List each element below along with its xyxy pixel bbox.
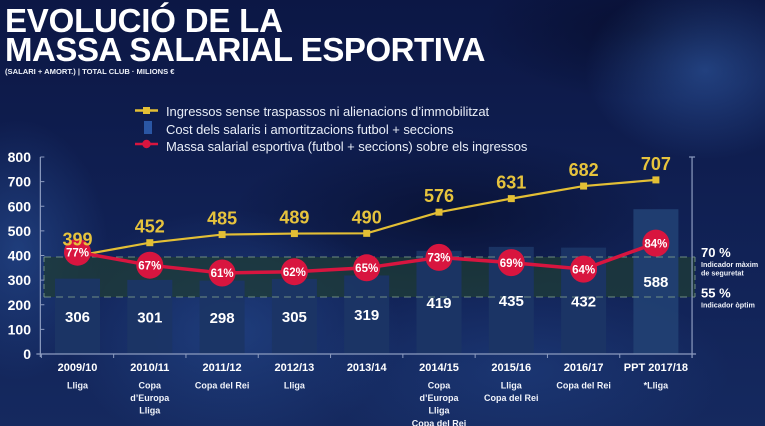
salary-ratio-label: 73% [427,253,450,265]
x-category-label: 2010/11 [130,362,169,374]
legend-item-income: Ingressos sense traspassos ni alienacion… [135,103,489,120]
salary-ratio-label: 62% [283,267,306,279]
gold-line-square-marker-icon [135,107,158,114]
salary-ratio-label: 61% [211,268,234,280]
x-category-note: Lliga [284,381,306,391]
income-marker [580,182,588,190]
x-category-label: 2013/14 [347,362,388,374]
salary-ratio-label: 77% [66,247,89,259]
x-category-label: 2011/12 [203,362,242,374]
salary-ratio-marker [497,249,525,277]
bar-value-label: 588 [643,274,668,291]
bar-1 [127,279,173,354]
income-value-label: 631 [496,173,526,193]
bar-value-label: 305 [282,309,307,326]
legend-label: Cost dels salaris i amortitzacions futbo… [166,121,454,137]
income-value-label: 399 [62,230,92,250]
y-tick-label: 600 [8,198,32,214]
salary-ratio-marker [425,243,453,271]
bar-value-label: 306 [65,309,90,326]
legend-label: Massa salarial esportiva (futbol + secci… [166,139,528,154]
salary-ratio-marker [136,251,164,279]
salary-ratio-marker [570,255,598,283]
y-tick-label: 800 [8,149,32,165]
income-value-label: 576 [424,186,454,206]
x-category-note: Copa del Rei [556,381,611,391]
x-category-label: 2014/15 [419,362,459,374]
income-marker [363,229,371,237]
income-value-label: 452 [135,217,165,237]
x-category-note: d’Europa [130,393,170,403]
y-tick-label: 0 [23,346,31,362]
band-lower-description: Indicador òptim [701,301,755,310]
legend-label: Ingressos sense traspassos ni alienacion… [166,104,490,119]
y-tick-label: 200 [8,297,32,313]
x-category-note: Lliga [428,406,450,416]
blue-bar-swatch-icon [144,120,152,134]
y-tick-label: 700 [8,174,32,190]
salary-ratio-label: 65% [355,263,378,275]
band-lower-value: 55 % [701,286,731,301]
chart-title-line-2: MASSA SALARIAL ESPORTIVA [5,31,485,68]
bar-value-label: 435 [499,293,524,310]
bar-2 [199,280,245,354]
x-category-label: 2016/17 [564,362,604,374]
salary-ratio-label: 67% [138,260,161,272]
bar-value-label: 319 [354,307,379,324]
x-category-note: Copa del Rei [484,393,539,403]
x-category-label: PPT 2017/18 [624,362,688,374]
x-category-label: 2009/10 [58,362,98,374]
income-value-label: 490 [352,207,382,227]
y-tick-label: 300 [8,272,32,288]
income-marker [146,239,154,247]
bar-value-label: 301 [137,309,162,326]
income-marker [290,230,298,238]
income-value-label: 682 [569,160,599,180]
x-category-note: Copa [428,381,451,391]
band-upper-description: de seguretat [701,269,744,278]
bar-value-label: 432 [571,293,596,310]
chart-title-line-1: EVOLUCIÓ DE LA [5,2,283,39]
income-marker [507,195,515,203]
legend-item-salary-cost: Cost dels salaris i amortitzacions futbo… [135,120,454,138]
income-marker [435,208,443,216]
salary-ratio-marker [64,238,91,266]
x-category-note: Copa del Rei [195,381,250,391]
bar-value-label: 298 [210,310,235,327]
income-value-label: 489 [279,208,309,228]
salary-ratio-label: 84% [644,238,667,250]
legend-item-salary-ratio: Massa salarial esportiva (futbol + secci… [135,138,527,155]
red-line-circle-marker-icon [135,139,158,149]
bar-4 [344,275,390,354]
salary-ratio-marker [353,254,381,282]
x-category-note: Copa del Rei [412,418,467,426]
x-category-note: *Lliga [644,381,669,391]
bar-3 [271,278,317,354]
x-category-note: Copa [139,381,162,391]
band-upper-description: Indicador màxim [701,260,758,269]
salary-ratio-marker [280,258,308,286]
salary-ratio-label: 64% [572,264,595,276]
income-marker [652,176,660,184]
x-category-note: Lliga [501,381,523,391]
bar-value-label: 419 [426,295,451,312]
salary-ratio-marker [208,259,236,287]
x-category-note: d’Europa [419,393,459,403]
y-tick-label: 100 [8,321,32,337]
salary-ratio-marker [642,229,670,257]
x-category-label: 2015/16 [491,362,531,374]
y-tick-label: 500 [8,223,32,239]
chart-subtitle: (SALARI + AMORT.) | TOTAL CLUB · MILIONS… [5,67,175,76]
income-value-label: 707 [641,154,671,174]
y-tick-label: 400 [8,248,32,264]
x-category-note: Lliga [67,381,89,391]
salary-ratio-label: 69% [500,258,523,270]
income-value-label: 485 [207,209,237,229]
band-upper-value: 70 % [701,245,731,260]
x-category-note: Lliga [139,406,161,416]
x-category-label: 2012/13 [275,362,315,374]
income-marker [218,231,226,239]
bar-0 [55,278,100,354]
